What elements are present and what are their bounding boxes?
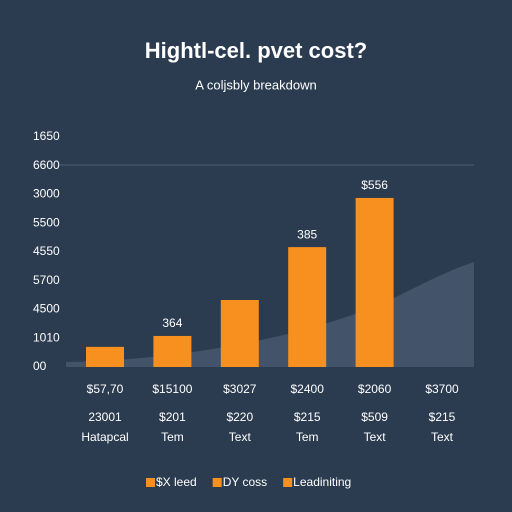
bar — [220, 300, 259, 367]
legend-label: DY coss — [223, 475, 267, 489]
x-tick-label: $15100 — [152, 382, 192, 396]
y-tick-label: 1010 — [33, 330, 60, 344]
legend-swatch — [146, 478, 155, 487]
x-sub-label: $509 — [361, 410, 388, 424]
legend-swatch — [212, 478, 222, 487]
x-sub-label: $215 — [429, 410, 456, 424]
x-sub-label-2: Text — [364, 430, 387, 444]
annotation: 385 — [297, 227, 317, 241]
x-sub-label: $220 — [226, 410, 253, 424]
y-tick-label: 1650 — [33, 129, 60, 143]
legend-swatch — [283, 478, 293, 487]
y-tick-label: 3000 — [33, 187, 60, 201]
x-sub-label-2: Tem — [296, 430, 319, 444]
bar — [288, 247, 327, 367]
y-tick-label: 4500 — [33, 302, 60, 316]
x-sub-label: $201 — [159, 410, 186, 424]
legend-label: $X leed — [156, 475, 197, 489]
x-tick-label: $3027 — [223, 382, 257, 396]
x-sub-label-2: Text — [431, 430, 454, 444]
bar — [355, 197, 394, 367]
bar — [86, 346, 124, 367]
y-tick-label: 5700 — [33, 273, 60, 287]
y-tick-label: 00 — [33, 359, 47, 373]
x-tick-label: $2060 — [358, 382, 392, 396]
x-sub-label-2: Hatapcal — [81, 430, 128, 444]
legend-label: Leadiniting — [293, 475, 351, 489]
annotation: $556 — [361, 178, 388, 192]
x-tick-label: $57,70 — [87, 382, 124, 396]
x-sub-label: $215 — [294, 410, 321, 424]
x-sub-label-2: Text — [229, 430, 252, 444]
x-tick-label: $2400 — [291, 382, 325, 396]
chart-subtitle: A coljsbly breakdown — [195, 77, 316, 92]
chart-title: Hightl-cel. pvet cost? — [145, 38, 367, 63]
bar — [153, 335, 192, 367]
y-tick-label: 5500 — [33, 215, 60, 229]
x-sub-label: 23001 — [88, 410, 122, 424]
x-sub-label-2: Tem — [161, 430, 184, 444]
x-tick-label: $3700 — [425, 382, 459, 396]
annotation: 364 — [162, 316, 182, 330]
y-tick-label: 4550 — [33, 244, 60, 258]
y-tick-label: 6600 — [33, 158, 60, 172]
